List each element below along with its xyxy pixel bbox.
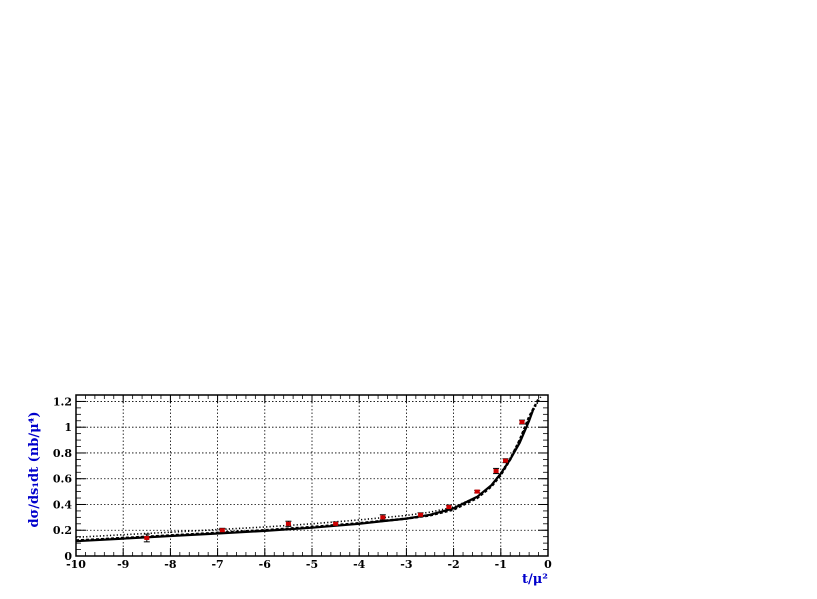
data-points [143, 419, 526, 543]
curve-dotted [75, 395, 542, 539]
data-point [519, 420, 525, 425]
data-point [144, 535, 150, 540]
data-point [446, 505, 452, 510]
x-tick-label: -9 [117, 558, 129, 571]
curve-solid [75, 407, 535, 543]
y-axis-title: dσ/ds₁dt (nb/μ⁴) [27, 412, 42, 528]
y-tick-label: 1.2 [53, 395, 72, 408]
data-point [474, 489, 480, 494]
y-tick-label: 0.8 [53, 447, 72, 460]
data-point [333, 521, 339, 526]
data-point [493, 468, 499, 473]
x-tick-label: 0 [544, 558, 552, 571]
x-tick-label: -2 [447, 558, 459, 571]
x-tick-label: -1 [495, 558, 507, 571]
x-tick-label: -10 [66, 558, 86, 571]
x-axis-title: t/μ² [522, 572, 548, 587]
grid [76, 395, 548, 556]
data-point [503, 458, 509, 463]
data-point [380, 515, 386, 520]
x-tick-label: -5 [306, 558, 318, 571]
y-tick-label: 0.2 [53, 524, 72, 537]
data-point [285, 521, 291, 526]
axis-ticks [75, 394, 549, 557]
y-tick-label: 1 [64, 421, 72, 434]
y-tick-label: 0 [64, 550, 72, 563]
y-tick-label: 0.6 [53, 473, 72, 486]
curve-dashed [75, 398, 540, 542]
x-tick-label: -6 [259, 558, 272, 571]
x-tick-label: -3 [400, 558, 412, 571]
tick-labels: -10 -9 -8 -7 -6 -5 -4 -3 -2 -1 000.20.40.60.811.2 [53, 395, 552, 571]
y-tick-label: 0.4 [53, 498, 72, 511]
x-tick-label: -8 [164, 558, 177, 571]
x-tick-label: -7 [211, 558, 223, 571]
model-curves [75, 395, 542, 543]
x-tick-label: -4 [353, 558, 366, 571]
data-point [219, 528, 225, 533]
data-point [418, 512, 424, 517]
